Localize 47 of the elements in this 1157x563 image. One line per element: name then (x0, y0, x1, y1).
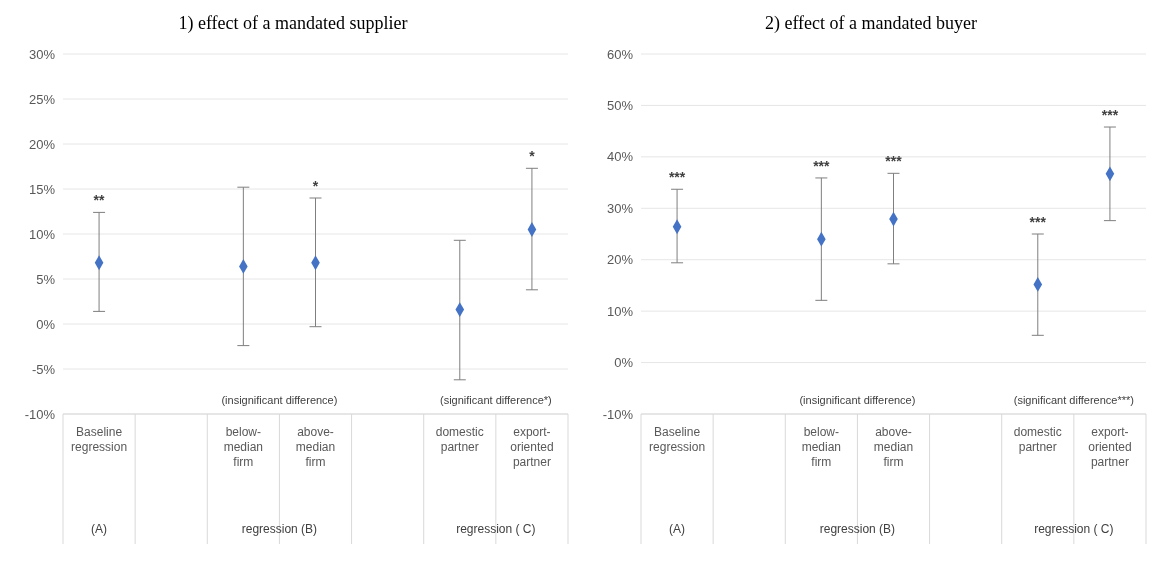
text: regression (B) (818, 522, 897, 536)
y-tick-label: 5% (36, 271, 56, 287)
text: (A) (90, 522, 109, 536)
annotation: (significant difference***) (1012, 394, 1135, 406)
x-tick-label: domestic partner (1013, 425, 1062, 454)
x-tick-label: export-oriented partner (1088, 425, 1132, 469)
text: regression ( C) (1033, 522, 1115, 536)
text: regression ( C) (455, 522, 537, 536)
y-tick-label: 25% (28, 91, 56, 107)
annotation: *** (1100, 107, 1120, 124)
chart-title: 1) effect of a mandated supplier (177, 12, 409, 35)
text: (A) (668, 522, 687, 536)
y-tick-label: -10% (602, 406, 634, 422)
y-tick-label: 30% (28, 46, 56, 62)
chart-title: 2) effect of a mandated buyer (763, 12, 979, 35)
y-tick-label: -5% (31, 361, 56, 377)
text: regression (B) (240, 522, 319, 536)
y-tick-label: -10% (24, 406, 56, 422)
annotation: * (529, 148, 535, 165)
y-tick-label: 15% (28, 181, 56, 197)
y-tick-label: 0% (614, 355, 634, 371)
y-tick-label: 40% (606, 149, 634, 165)
y-tick-label: 30% (606, 200, 634, 216)
annotation: ** (93, 192, 105, 209)
x-tick-label: export-oriented partner (510, 425, 554, 469)
y-tick-label: 20% (606, 252, 634, 268)
x-tick-label: below-median firm (801, 425, 842, 469)
y-tick-label: 20% (28, 136, 56, 152)
x-tick-label: above-median firm (873, 425, 914, 469)
y-tick-label: 60% (606, 46, 634, 62)
annotation: (insignificant difference) (220, 394, 339, 406)
x-tick-label: domestic partner (435, 425, 484, 454)
annotation: *** (1028, 214, 1047, 230)
x-tick-label: Baseline regression (649, 425, 706, 454)
annotation: *** (813, 157, 830, 174)
annotation: (significant difference*) (439, 394, 553, 406)
annotation: *** (885, 153, 902, 170)
x-tick-label: Baseline regression (71, 425, 128, 454)
annotation: (insignificant difference) (798, 394, 917, 406)
annotation: * (311, 178, 320, 194)
y-tick-label: 50% (606, 98, 634, 114)
x-tick-label: below-median firm (223, 425, 264, 469)
annotation: *** (667, 169, 687, 186)
x-tick-label: above-median firm (295, 425, 336, 469)
y-tick-label: 10% (28, 226, 56, 242)
y-tick-label: 0% (36, 316, 56, 332)
y-tick-label: 10% (606, 303, 634, 319)
